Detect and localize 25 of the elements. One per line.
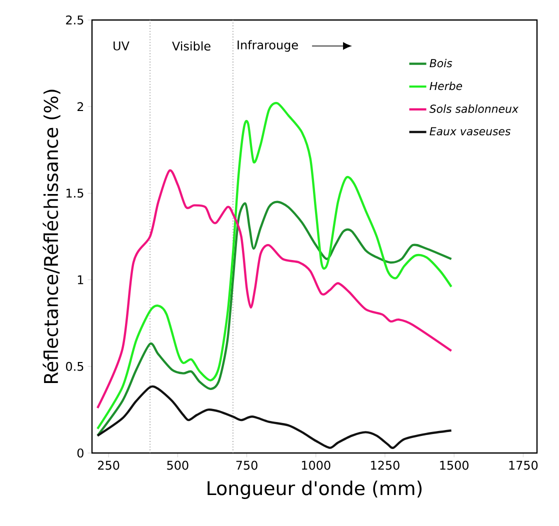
line-series <box>96 170 452 410</box>
y-tick-label: 1 <box>78 275 84 284</box>
legend-label: Herbe <box>430 82 462 90</box>
legend-label: Bois <box>430 58 452 68</box>
x-tick-label: 750 <box>236 460 258 470</box>
x-tick-label: 500 <box>167 460 188 470</box>
line-series <box>96 200 452 437</box>
legend-label: Eaux vaseuses <box>430 127 510 136</box>
legend-label: Sols sablonneux <box>429 104 519 113</box>
y-axis-title: Réflectance/Réfléchissance (%) <box>42 90 60 383</box>
y-tick-label: 1.5 <box>66 188 84 198</box>
annotation: Infrarouge <box>238 40 298 52</box>
y-tick-label: 0 <box>77 448 84 458</box>
x-tick-label: 1250 <box>371 460 400 470</box>
y-tick-label: 2.5 <box>66 15 84 25</box>
annotation: UV <box>114 42 130 50</box>
x-tick-label: 1750 <box>509 460 538 470</box>
x-tick-label: 1000 <box>302 460 330 470</box>
y-tick-label: 0.5 <box>66 362 84 371</box>
x-axis-title: Longueur d'onde (mm) <box>208 480 422 499</box>
line-series <box>96 385 452 449</box>
y-tick-label: 2 <box>77 102 84 112</box>
annotation: Visible <box>172 41 210 51</box>
x-tick-label: 250 <box>98 460 120 470</box>
x-tick-label: 1500 <box>440 460 468 470</box>
